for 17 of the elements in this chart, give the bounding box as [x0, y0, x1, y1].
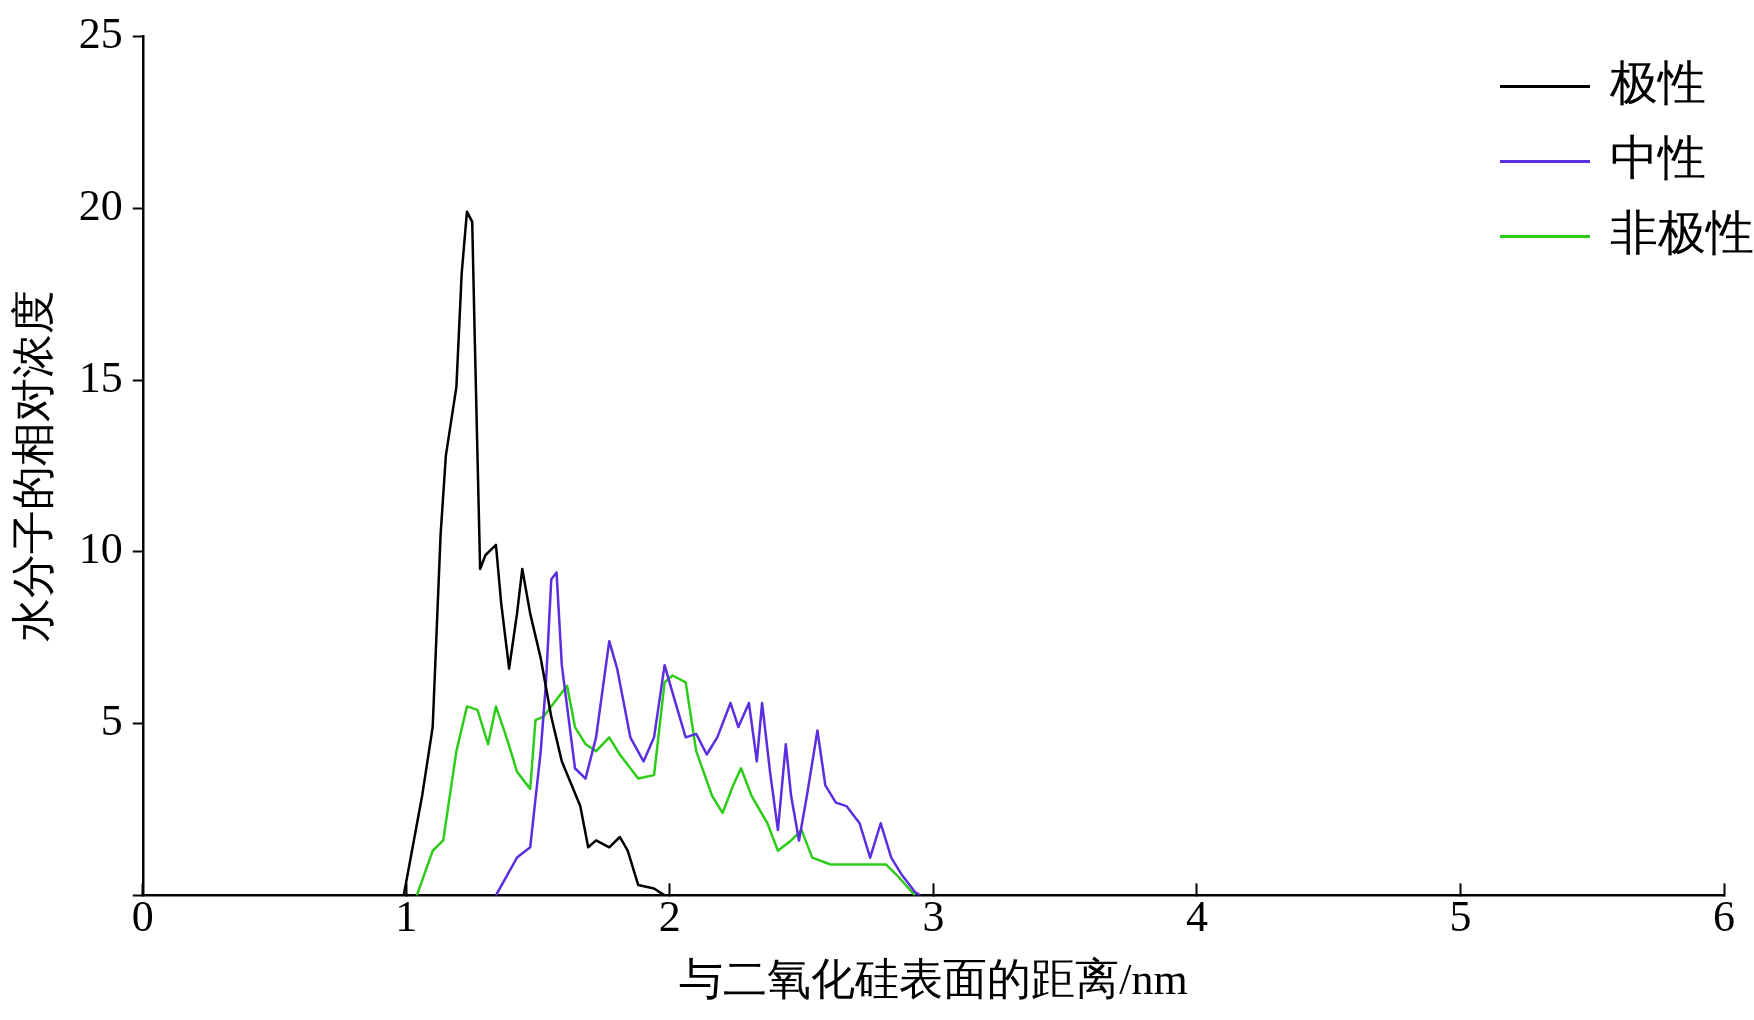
- y-tick-label: 5: [100, 696, 123, 746]
- x-tick-label: 5: [1449, 892, 1472, 942]
- y-tick-label: 15: [78, 352, 123, 402]
- x-tick-label: 0: [131, 892, 154, 942]
- x-tick-label: 6: [1713, 892, 1735, 942]
- legend-label: 极性: [1609, 56, 1706, 110]
- y-axis-title: 水分子的相对浓度: [8, 289, 58, 642]
- x-tick-label: 1: [395, 892, 418, 942]
- x-tick-label: 2: [658, 892, 681, 942]
- y-tick-label: 20: [78, 180, 123, 230]
- legend-label: 非极性: [1610, 206, 1754, 260]
- x-tick-label: 3: [922, 892, 945, 942]
- y-tick-label: 10: [78, 524, 123, 574]
- legend-label: 中性: [1610, 131, 1706, 185]
- x-axis-title: 与二氧化硅表面的距离/nm: [679, 955, 1188, 1005]
- y-tick-label: 25: [78, 8, 123, 58]
- x-tick-label: 4: [1185, 892, 1208, 942]
